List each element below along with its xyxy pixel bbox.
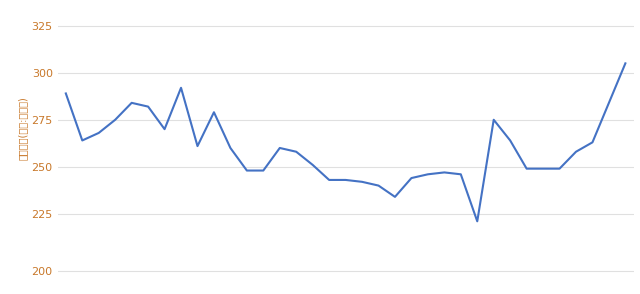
Y-axis label: 거래금액(단위:백만원): 거래금액(단위:백만원) xyxy=(17,96,28,160)
